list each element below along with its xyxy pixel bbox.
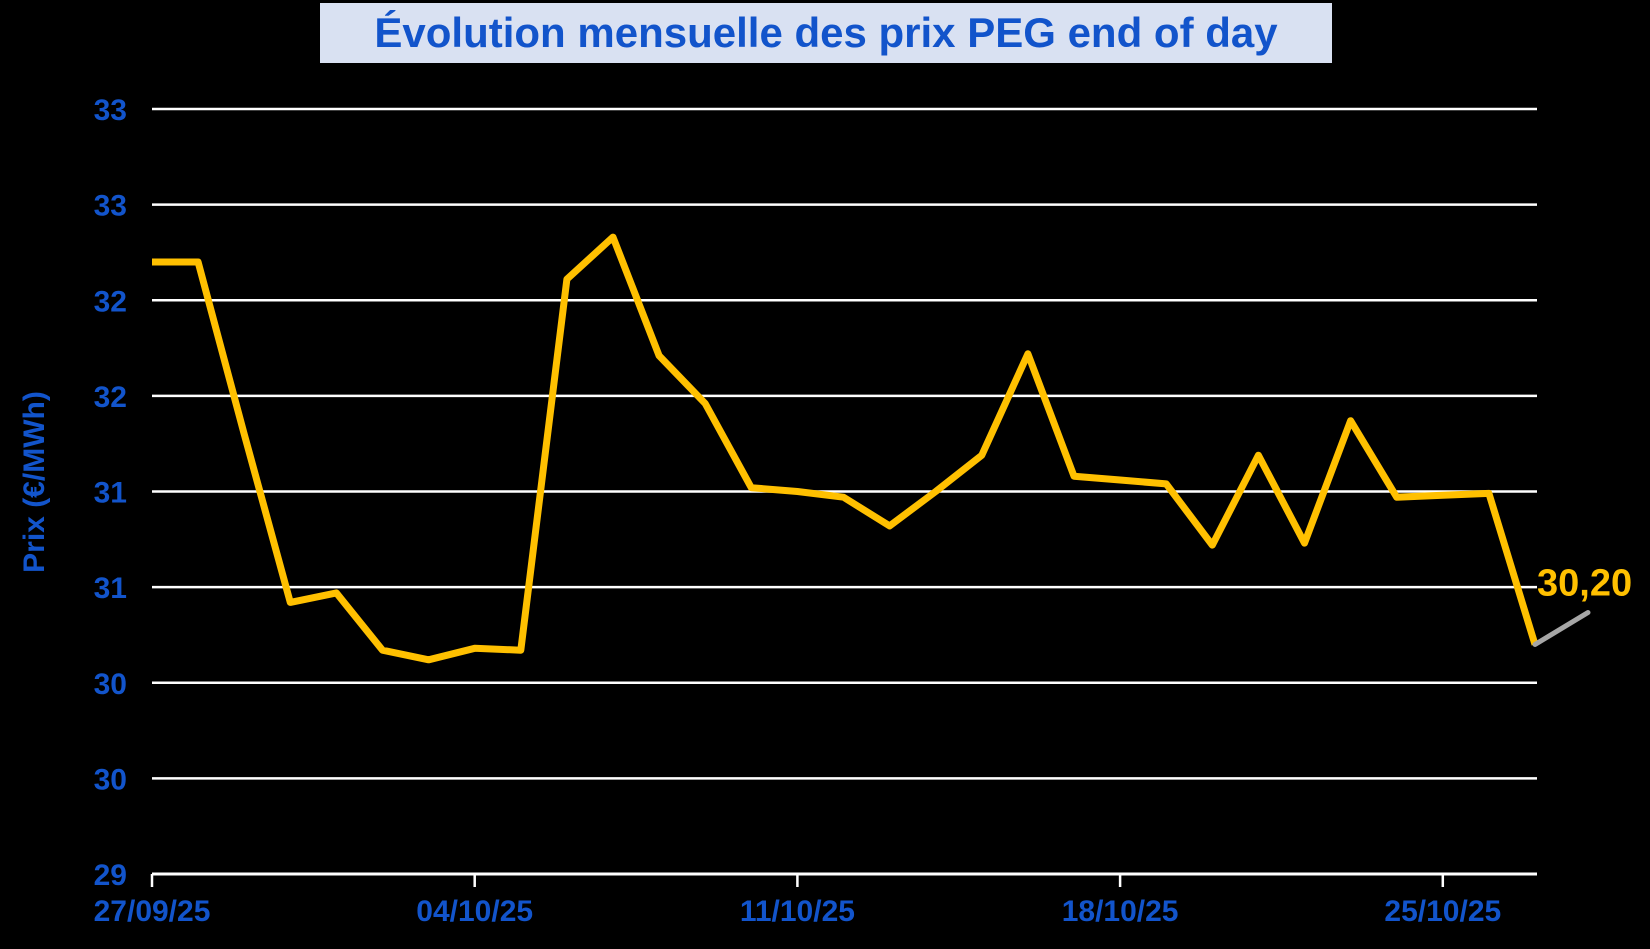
- x-tick-label: 27/09/25: [94, 895, 211, 928]
- y-tick-label: 30: [94, 763, 127, 796]
- y-tick-label: 32: [94, 285, 127, 318]
- y-tick-label: 33: [94, 94, 127, 127]
- y-tick-label: 31: [94, 477, 127, 510]
- y-tick-label: 30: [94, 668, 127, 701]
- chart-title: Évolution mensuelle des prix PEG end of …: [320, 3, 1332, 63]
- y-tick-label: 31: [94, 572, 127, 605]
- x-tick-label: 11/10/25: [740, 895, 855, 928]
- x-tick-label: 25/10/25: [1384, 895, 1501, 928]
- last-value-label: 30,20: [1537, 563, 1632, 605]
- y-tick-label: 29: [94, 859, 127, 892]
- x-tick-label: 18/10/25: [1062, 895, 1179, 928]
- x-tick-label: 04/10/25: [416, 895, 533, 928]
- price-line: [152, 233, 1539, 664]
- y-tick-label: 33: [94, 190, 127, 223]
- y-tick-label: 32: [94, 381, 127, 414]
- end-label-leader-line: [1532, 610, 1591, 647]
